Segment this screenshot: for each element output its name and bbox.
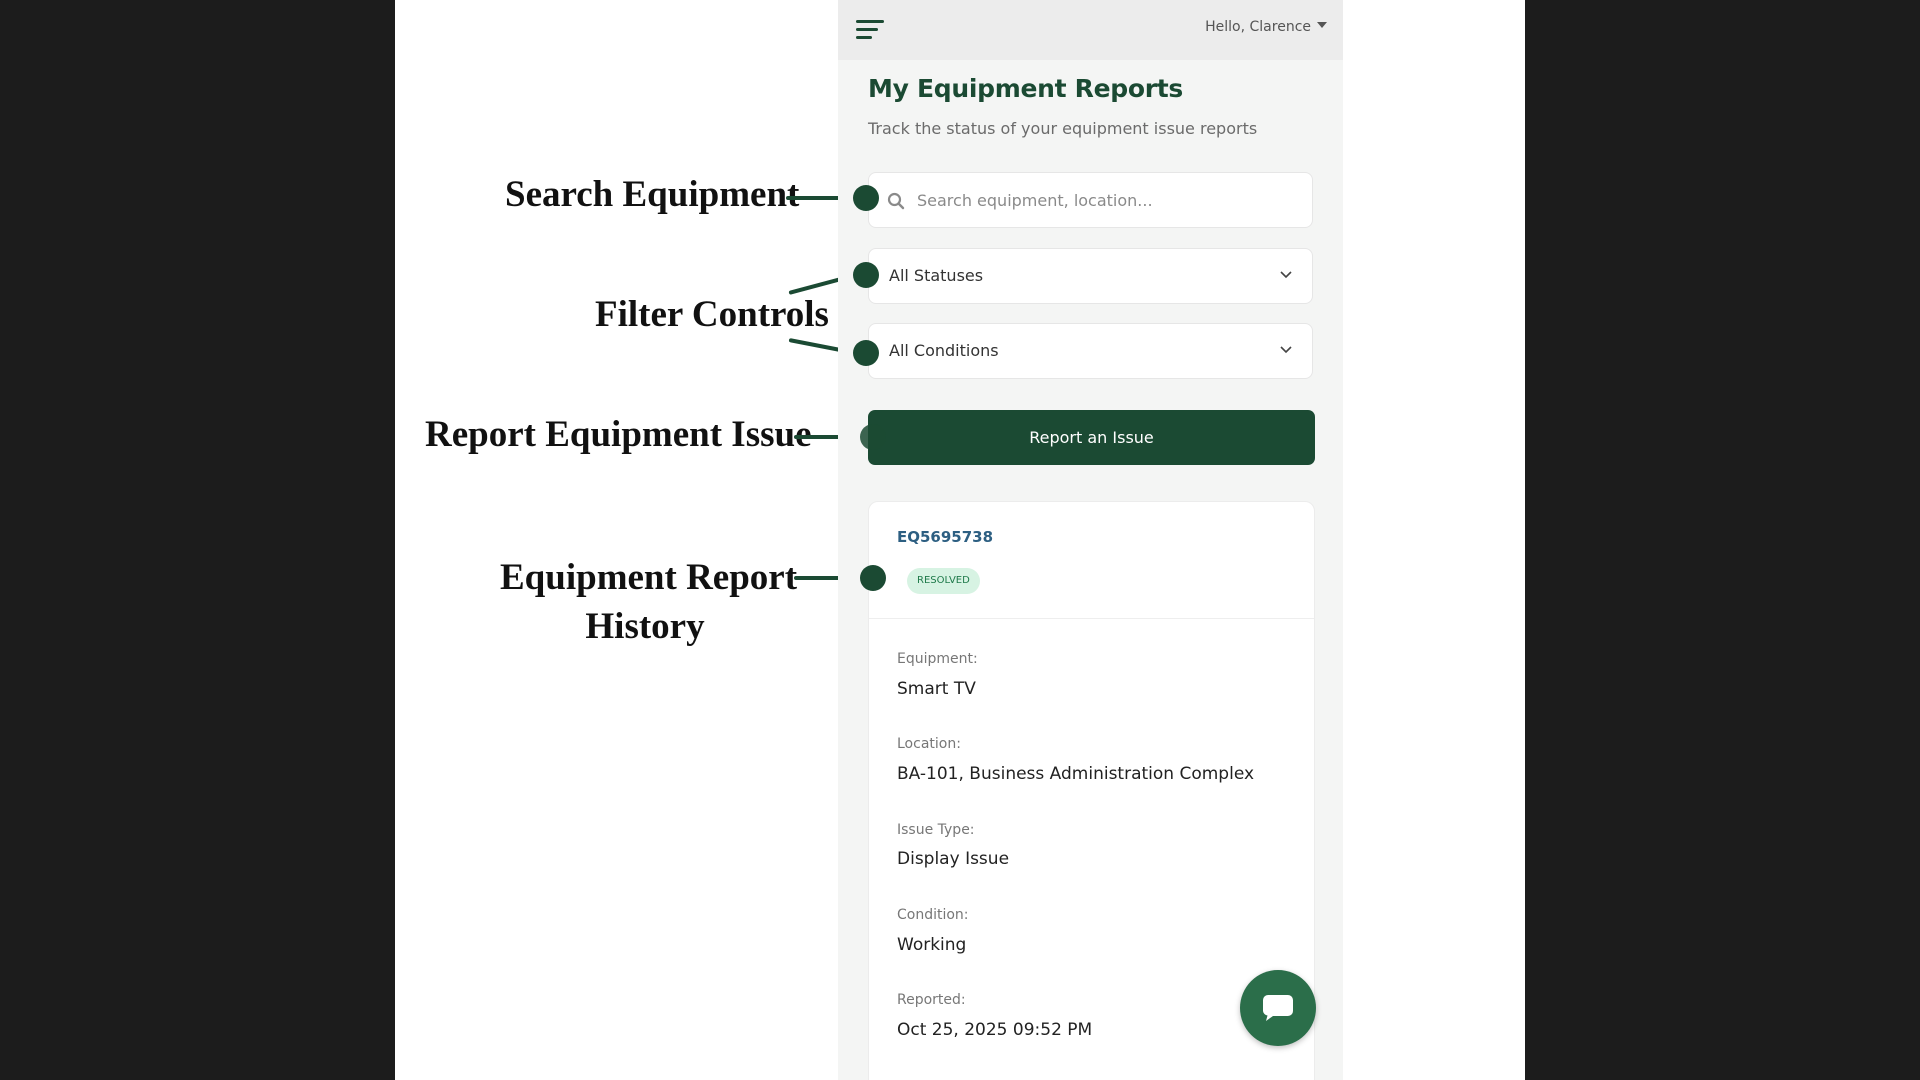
user-menu-toggle[interactable]: Hello, Clarence [1205, 19, 1327, 35]
annotation-condition-dot [853, 340, 879, 366]
top-navbar: Hello, Clarence [838, 0, 1343, 60]
mobile-screen: Hello, Clarence My Equipment Reports Tra… [838, 0, 1343, 1080]
page-subtitle: Track the status of your equipment issue… [868, 119, 1258, 138]
annotation-status-dot [853, 262, 879, 288]
chevron-down-icon [1280, 271, 1292, 279]
annotation-report-leader [794, 435, 874, 439]
report-id-link[interactable]: EQ5695738 [897, 528, 994, 546]
report-card-header: EQ5695738 RESOLVED [869, 502, 1314, 619]
chat-bubble-icon [1263, 995, 1293, 1021]
annotation-history-leader [794, 576, 874, 580]
reported-label: Reported: [897, 992, 966, 1008]
annotation-report-label: Report Equipment Issue [425, 414, 812, 455]
issue-type-label: Issue Type: [897, 822, 975, 838]
search-input[interactable] [917, 173, 1297, 227]
equipment-value: Smart TV [897, 679, 976, 699]
condition-filter-value: All Conditions [889, 341, 999, 360]
search-icon [887, 192, 905, 210]
annotation-history-line1: Equipment Report [500, 557, 798, 598]
page-title: My Equipment Reports [868, 74, 1184, 103]
condition-value: Working [897, 935, 967, 955]
location-label: Location: [897, 736, 961, 752]
reported-value: Oct 25, 2025 09:52 PM [897, 1020, 1093, 1040]
annotation-search-dot [853, 185, 879, 211]
annotation-history-line2: History [585, 606, 705, 647]
chevron-down-icon [1280, 346, 1292, 354]
issue-type-value: Display Issue [897, 849, 1010, 869]
report-card: EQ5695738 RESOLVED Equipment: Smart TV L… [868, 501, 1315, 1080]
status-filter-value: All Statuses [889, 266, 984, 285]
condition-filter-select[interactable]: All Conditions [868, 323, 1313, 379]
equipment-label: Equipment: [897, 651, 978, 667]
chat-button[interactable] [1240, 970, 1316, 1046]
condition-label: Condition: [897, 907, 969, 923]
caret-down-icon [1317, 22, 1327, 28]
status-badge: RESOLVED [907, 568, 980, 594]
annotation-report-dot [860, 424, 886, 450]
report-issue-button[interactable]: Report an Issue [868, 410, 1315, 465]
status-filter-select[interactable]: All Statuses [868, 248, 1313, 304]
annotation-filters-label: Filter Controls [595, 294, 829, 335]
search-box [868, 172, 1313, 228]
location-value: BA-101, Business Administration Complex [897, 764, 1255, 784]
annotation-search-leader [786, 196, 866, 200]
annotation-history-dot [860, 565, 886, 591]
greeting-text: Hello, Clarence [1205, 19, 1311, 35]
annotation-search-label: Search Equipment [505, 174, 800, 215]
annotation-history-label: Equipment Report History [500, 553, 798, 651]
hamburger-menu-icon[interactable] [856, 20, 886, 42]
